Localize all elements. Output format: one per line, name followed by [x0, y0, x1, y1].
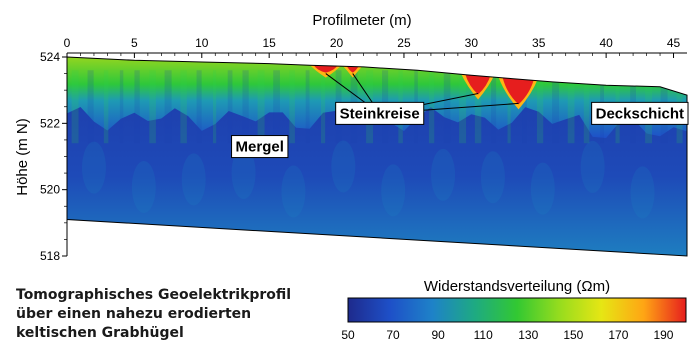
stone-anomaly: [465, 73, 492, 95]
x-axis: 0 5 10 15 20 25 30 35 40 45: [64, 36, 687, 58]
annotation-deckschicht: Deckschicht: [591, 101, 689, 125]
x-axis-title: Profilmeter (m): [312, 12, 411, 29]
colorbar-tick-label: 50: [341, 328, 355, 342]
colorbar-tick-label: 90: [431, 328, 445, 342]
colorbar-tick-label: 150: [563, 328, 583, 342]
y-tick-label: 524: [40, 50, 60, 64]
x-tick-label: 5: [131, 36, 138, 50]
figure-caption: Tomographisches Geoelektrikprofil über e…: [16, 286, 316, 343]
x-tick-label: 15: [262, 36, 276, 50]
resistivity-cover-layer: [67, 57, 687, 138]
x-tick-label: 35: [532, 36, 546, 50]
tomography-section: [66, 56, 688, 257]
y-axis-title: Höhe (m N): [14, 118, 31, 196]
colorbar-bar: [347, 297, 687, 323]
caption-line-3: keltischen Grabhügel: [16, 325, 184, 341]
annotation-box: [591, 101, 689, 125]
x-tick-label: 10: [195, 36, 209, 50]
annotation-label: Steinkreise: [340, 105, 420, 122]
section-outline: [66, 56, 688, 257]
x-tick-label: 45: [667, 36, 681, 50]
annotations: Steinkreise Deckschicht Mergel: [231, 73, 689, 159]
annotation-label: Mergel: [236, 139, 284, 156]
x-tick-label: 25: [397, 36, 411, 50]
colorbar: Widerstandsverteilung (Ωm) 50 70 90 110 130 1…: [341, 278, 687, 342]
colorbar-ticks: 50 70 90 110 130 150 170 190: [341, 328, 673, 342]
colorbar-tick-label: 170: [608, 328, 628, 342]
stone-anomaly: [502, 77, 535, 105]
colorbar-tick-label: 70: [386, 328, 400, 342]
y-tick-label: 522: [40, 116, 60, 130]
y-tick-label: 520: [40, 183, 60, 197]
annotation-box: [335, 101, 425, 125]
annotation-steinkreise: Steinkreise: [335, 101, 425, 125]
annotation-label: Deckschicht: [596, 105, 684, 122]
colorbar-title: Widerstandsverteilung (Ωm): [424, 278, 610, 295]
caption-line-2: über einen nahezu erodierten: [16, 306, 252, 322]
caption-line-1: Tomographisches Geoelektrikprofil: [16, 287, 292, 303]
y-tick-label: 518: [40, 249, 60, 263]
x-tick-label: 40: [599, 36, 613, 50]
x-tick-label: 20: [330, 36, 344, 50]
annotation-box: [231, 135, 289, 159]
annotation-mergel: Mergel: [231, 135, 289, 159]
x-tick-label: 0: [64, 36, 71, 50]
colorbar-tick-label: 110: [474, 328, 493, 342]
y-axis: 524 522 520 518: [40, 50, 68, 263]
colorbar-tick-label: 130: [518, 328, 538, 342]
colorbar-tick-label: 190: [653, 328, 673, 342]
x-tick-label: 30: [465, 36, 479, 50]
resistivity-texture: [71, 70, 683, 219]
